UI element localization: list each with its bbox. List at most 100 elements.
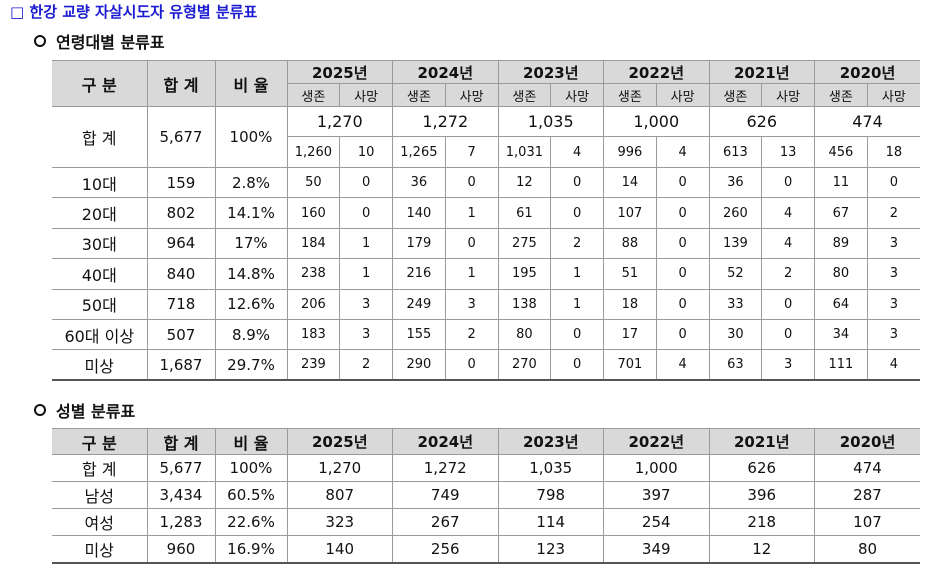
- data-cell: 51: [603, 258, 657, 290]
- sub-header: 사망: [761, 83, 815, 107]
- row-label: 20대: [52, 197, 148, 229]
- sub-header: 생존: [392, 83, 446, 107]
- table-row: 미상 1,687 29.7% 239 2 290 0 270 0 701 4 63 3 111 4: [52, 349, 920, 382]
- ratio-cell: 14.8%: [214, 258, 288, 290]
- data-cell: 107: [814, 508, 920, 536]
- table-row: 1,260 10 1,265 7 1,031 4 996 4 613 13 456 18: [52, 136, 920, 168]
- header-cell: 비 율: [214, 428, 288, 455]
- row-label: 40대: [52, 258, 148, 290]
- data-cell: 798: [497, 481, 604, 509]
- header-cell: 2021년: [708, 428, 815, 455]
- sub-header: 생존: [497, 83, 552, 107]
- row-label: 30대: [52, 227, 148, 260]
- data-cell: 0: [550, 197, 604, 229]
- sub-header: 생존: [814, 83, 868, 107]
- heading-text: 성별 분류표: [56, 402, 136, 421]
- data-cell: 216: [392, 258, 446, 290]
- data-cell: 179: [392, 227, 446, 260]
- header-cell: 구 분: [52, 428, 148, 455]
- sub-header: 생존: [603, 83, 657, 107]
- year-header: 2021년: [708, 60, 815, 84]
- row-label: 10대: [52, 166, 148, 199]
- row-label: 합 계: [52, 106, 148, 168]
- table-row: 미상 960 16.9% 140 256 123 349 12 80: [52, 535, 920, 564]
- data-cell: 4: [655, 349, 710, 382]
- data-cell: 0: [866, 166, 920, 199]
- data-cell: 34: [814, 318, 868, 351]
- data-cell: 12: [708, 535, 815, 564]
- data-cell: 749: [392, 481, 499, 509]
- ratio-cell: 2.8%: [214, 166, 288, 199]
- data-cell: 80: [814, 258, 868, 290]
- data-cell: 61: [497, 197, 552, 229]
- ratio-cell: 14.1%: [214, 197, 288, 229]
- data-cell: 275: [497, 227, 552, 260]
- year-header: 2024년: [392, 60, 499, 84]
- data-cell: 64: [814, 288, 868, 320]
- data-cell: 0: [655, 258, 710, 290]
- data-cell: 1: [550, 258, 604, 290]
- row-label: 50대: [52, 288, 148, 320]
- data-cell: 184: [286, 227, 341, 260]
- data-cell: 1,265: [392, 136, 446, 168]
- table-row: 20대 802 14.1% 160 0 140 1 61 0 107 0 260 4 67 2: [52, 197, 920, 229]
- sub-header: 사망: [444, 83, 499, 107]
- bullet: [34, 404, 46, 416]
- year-total: 1,270: [286, 106, 393, 137]
- data-cell: 140: [392, 197, 446, 229]
- data-cell: 11: [814, 166, 868, 199]
- data-cell: 22.6%: [214, 508, 288, 536]
- total-cell: 964: [146, 227, 216, 260]
- data-cell: 3: [339, 318, 393, 351]
- data-cell: 4: [550, 136, 604, 168]
- table-row: 남성 3,434 60.5% 807 749 798 397 396 287: [52, 481, 920, 509]
- data-cell: 4: [761, 197, 815, 229]
- data-cell: 0: [655, 197, 710, 229]
- data-cell: 30: [708, 318, 763, 351]
- bullet: [34, 35, 46, 47]
- data-cell: 218: [708, 508, 815, 536]
- data-cell: 1,035: [497, 454, 604, 482]
- table-row: 50대 718 12.6% 206 3 249 3 138 1 18 0 33 0 64 3: [52, 288, 920, 320]
- data-cell: 36: [392, 166, 446, 199]
- data-cell: 1,260: [287, 136, 341, 168]
- data-cell: 4: [655, 136, 710, 168]
- data-cell: 12: [497, 166, 552, 199]
- ratio-cell: 29.7%: [214, 349, 288, 382]
- data-cell: 807: [286, 481, 393, 509]
- total-cell: 840: [146, 258, 216, 290]
- data-cell: 195: [497, 258, 552, 290]
- data-cell: 249: [392, 288, 446, 320]
- data-cell: 0: [550, 318, 604, 351]
- row-label: 여성: [52, 508, 148, 536]
- total-cell: 802: [146, 197, 216, 229]
- ratio-cell: 8.9%: [214, 318, 288, 351]
- row-label: 남성: [52, 481, 148, 509]
- data-cell: 254: [603, 508, 710, 536]
- data-cell: 267: [392, 508, 499, 536]
- table-row: 합 계 5,677 100% 1,270 1,272 1,035 1,000 626 474: [52, 454, 920, 482]
- data-cell: 3: [444, 288, 499, 320]
- data-cell: 140: [286, 535, 393, 564]
- data-cell: 16.9%: [214, 535, 288, 564]
- data-cell: 160: [286, 197, 341, 229]
- data-cell: 1,272: [392, 454, 499, 482]
- data-cell: 4: [866, 349, 920, 382]
- row-label: 60대 이상: [52, 318, 148, 351]
- data-cell: 0: [761, 288, 815, 320]
- table-row: 60대 이상 507 8.9% 183 3 155 2 80 0 17 0 30 0 34 3: [52, 318, 920, 351]
- data-cell: 960: [146, 535, 216, 564]
- data-cell: 349: [603, 535, 710, 564]
- year-header: 2025년: [286, 60, 393, 84]
- data-cell: 138: [497, 288, 552, 320]
- sub-header: 사망: [655, 83, 710, 107]
- data-cell: 3: [866, 318, 920, 351]
- table-row: 40대 840 14.8% 238 1 216 1 195 1 51 0 52 2 80 3: [52, 258, 920, 290]
- data-cell: 4: [761, 227, 815, 260]
- total-cell: 159: [146, 166, 216, 199]
- year-header: 2023년: [497, 60, 604, 84]
- year-total: 626: [708, 106, 815, 137]
